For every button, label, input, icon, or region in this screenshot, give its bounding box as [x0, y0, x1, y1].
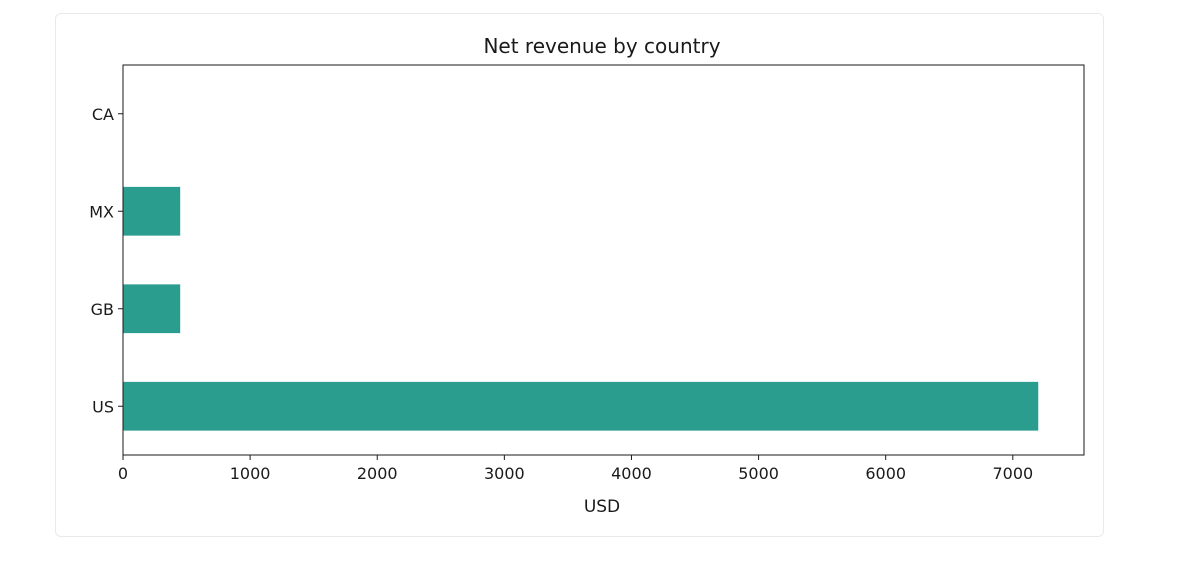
x-tick-label: 5000 — [738, 464, 779, 483]
x-tick-label: 7000 — [992, 464, 1033, 483]
bar-gb — [123, 284, 181, 334]
chart-title: Net revenue by country — [483, 34, 720, 58]
bar-us — [123, 381, 1039, 431]
x-tick-label: 2000 — [357, 464, 398, 483]
bars-group — [123, 186, 1039, 431]
x-tick-label: 6000 — [865, 464, 906, 483]
y-tick-label: GB — [91, 300, 114, 319]
x-axis-ticks: 0 1000 2000 3000 4000 5000 6000 7000 — [118, 455, 1033, 483]
plot-frame — [122, 64, 1085, 456]
y-tick-label: MX — [89, 202, 114, 221]
chart-card: Net revenue by country US GB MX CA 0 1000 200… — [55, 13, 1104, 537]
x-tick-label: 1000 — [230, 464, 271, 483]
x-tick-label: 3000 — [484, 464, 525, 483]
bar-mx — [123, 186, 181, 236]
x-tick-label: 0 — [118, 464, 128, 483]
x-axis-label: USD — [584, 497, 620, 517]
y-axis-ticks: US GB MX CA — [89, 105, 123, 416]
bar-chart: Net revenue by country US GB MX CA 0 1000 200… — [89, 34, 1085, 517]
x-tick-label: 4000 — [611, 464, 652, 483]
y-tick-label: US — [92, 397, 114, 416]
y-tick-label: CA — [92, 105, 114, 124]
